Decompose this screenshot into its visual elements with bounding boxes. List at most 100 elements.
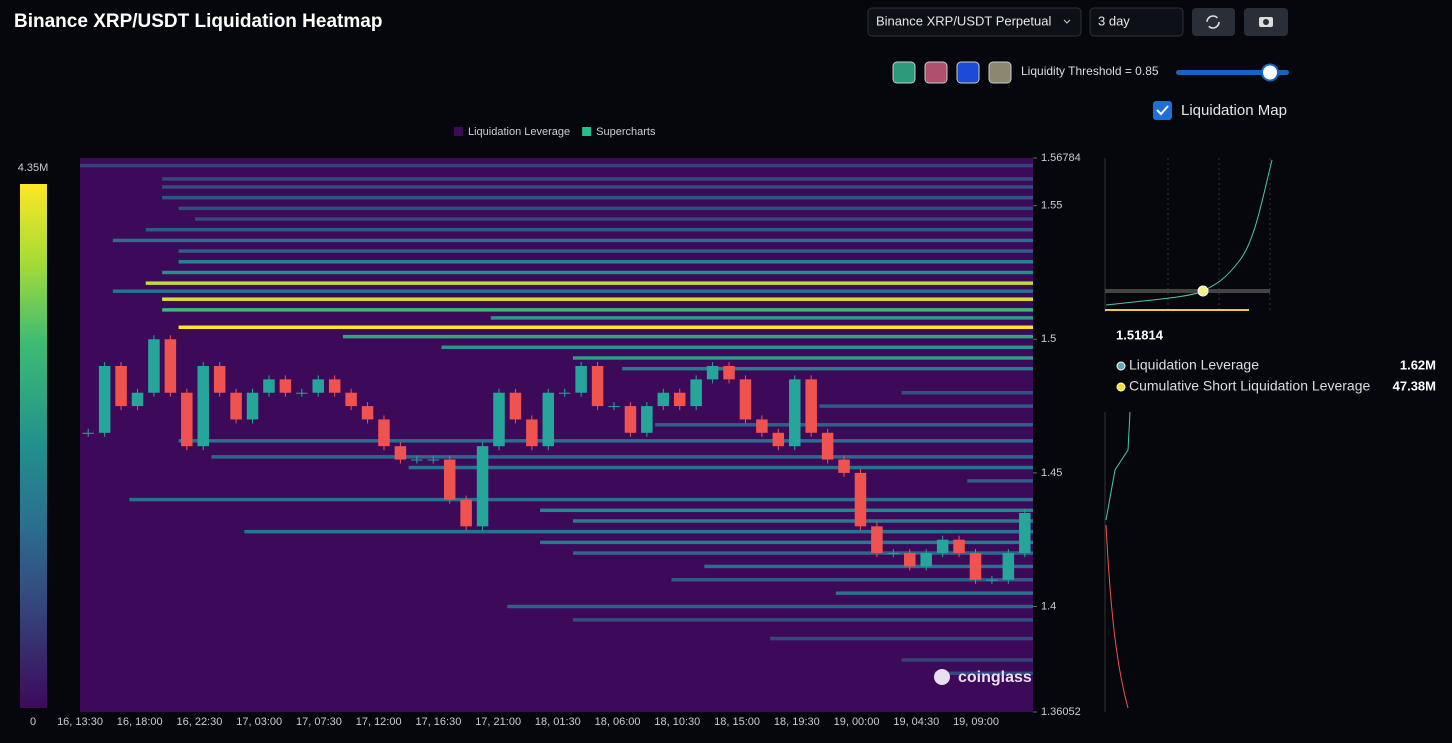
x-tick-label: 16, 13:30 bbox=[57, 716, 103, 728]
candle bbox=[591, 366, 604, 407]
candle bbox=[657, 392, 670, 407]
liquidation-band bbox=[178, 249, 1034, 253]
candle bbox=[230, 392, 242, 420]
cumulative-curve bbox=[1105, 159, 1273, 306]
tooltip-price: 1.51814 bbox=[1116, 327, 1164, 342]
palette-2[interactable] bbox=[924, 61, 948, 84]
candle bbox=[805, 379, 817, 433]
candle bbox=[526, 419, 538, 447]
liquidation-band bbox=[145, 281, 1034, 285]
candle bbox=[558, 392, 571, 394]
tooltip-value: 47.38M bbox=[1393, 378, 1436, 393]
candle bbox=[328, 379, 341, 393]
watermark-logo bbox=[934, 669, 950, 685]
x-tick-label: 18, 15:00 bbox=[714, 716, 760, 728]
candle bbox=[493, 392, 505, 447]
candle bbox=[197, 366, 209, 447]
candle bbox=[427, 459, 440, 461]
candle bbox=[82, 432, 94, 434]
x-tick-label: 17, 16:30 bbox=[415, 716, 461, 728]
liquidation-band bbox=[819, 404, 1033, 408]
x-tick-label: 16, 18:00 bbox=[117, 716, 163, 728]
tooltip-name: Cumulative Short Liquidation Leverage bbox=[1129, 378, 1370, 394]
candle bbox=[690, 379, 702, 407]
candle bbox=[476, 446, 489, 527]
candle bbox=[115, 366, 127, 407]
liquidation-band bbox=[145, 227, 1034, 232]
y-tick-label: 1.56784 bbox=[1041, 152, 1081, 164]
legend-swatch bbox=[582, 127, 592, 136]
legend-label: Supercharts bbox=[596, 126, 656, 138]
candle bbox=[98, 366, 111, 433]
legend-swatch bbox=[454, 127, 463, 136]
refresh-button[interactable] bbox=[1192, 8, 1235, 36]
liquidation-band bbox=[441, 345, 1033, 350]
tooltip-name: Liquidation Leverage bbox=[1129, 357, 1259, 373]
x-tick-label: 19, 09:00 bbox=[953, 716, 999, 728]
liquidation-band bbox=[490, 316, 1033, 320]
liquidation-band bbox=[162, 195, 1034, 200]
liquidation-band bbox=[408, 465, 1033, 470]
palette-3[interactable] bbox=[956, 61, 980, 84]
liquidation-band bbox=[540, 508, 1033, 513]
palette-4[interactable] bbox=[988, 61, 1012, 84]
candle bbox=[969, 553, 982, 580]
x-tick-label: 18, 06:00 bbox=[595, 716, 641, 728]
candle bbox=[854, 472, 867, 527]
pair-label: Binance XRP/USDT Perpetual bbox=[876, 13, 1051, 28]
candle bbox=[263, 379, 275, 393]
candle bbox=[1019, 512, 1031, 554]
candle bbox=[460, 499, 472, 527]
candle bbox=[246, 392, 259, 420]
candle bbox=[213, 366, 226, 393]
candle bbox=[509, 392, 522, 420]
threshold-slider[interactable] bbox=[1176, 70, 1289, 75]
candle bbox=[772, 432, 785, 447]
cumulative-curve bbox=[1105, 411, 1131, 521]
liquidation-band bbox=[178, 206, 1034, 211]
refresh-icon bbox=[1206, 15, 1220, 29]
legend-label: Liquidation Leverage bbox=[468, 126, 570, 138]
color-tick-label: 4.35M bbox=[18, 162, 49, 174]
candle bbox=[345, 392, 357, 407]
liquidation-band bbox=[162, 270, 1034, 275]
page-title: Binance XRP/USDT Liquidation Heatmap bbox=[14, 11, 382, 32]
liquidation-band bbox=[244, 529, 1033, 534]
candle bbox=[723, 366, 735, 380]
candle bbox=[296, 392, 308, 394]
candle bbox=[788, 379, 801, 447]
liquidation-band bbox=[162, 185, 1034, 189]
y-tick-label: 1.5 bbox=[1041, 333, 1056, 345]
candle bbox=[279, 379, 292, 393]
color-bar bbox=[20, 184, 47, 708]
color-tick-label: 0 bbox=[30, 716, 36, 728]
liquidation-band bbox=[162, 177, 1034, 181]
y-tick-label: 1.4 bbox=[1041, 600, 1056, 612]
watermark: coinglass bbox=[958, 669, 1032, 686]
liquidation-band bbox=[572, 551, 1033, 555]
liquidation-band bbox=[655, 423, 1033, 427]
pair-select[interactable] bbox=[867, 7, 1082, 37]
liquidation-band bbox=[211, 455, 1034, 459]
candle bbox=[904, 553, 916, 567]
x-tick-label: 16, 22:30 bbox=[177, 716, 223, 728]
x-tick-label: 19, 00:00 bbox=[834, 716, 880, 728]
candle bbox=[181, 392, 193, 447]
liquidation-band bbox=[112, 238, 1034, 243]
candle bbox=[887, 553, 900, 555]
hover-point bbox=[1197, 285, 1209, 297]
candle bbox=[756, 419, 768, 433]
x-tick-label: 17, 03:00 bbox=[236, 716, 282, 728]
x-tick-label: 18, 01:30 bbox=[535, 716, 581, 728]
y-tick-label: 1.36052 bbox=[1041, 706, 1081, 718]
candle bbox=[131, 392, 144, 407]
slider-thumb[interactable] bbox=[1261, 63, 1279, 82]
palette-1[interactable] bbox=[892, 61, 916, 84]
candle bbox=[641, 406, 653, 433]
map-checkbox[interactable] bbox=[1153, 101, 1172, 120]
candle bbox=[1002, 553, 1015, 580]
y-tick-label: 1.55 bbox=[1041, 200, 1062, 212]
y-tick-label: 1.45 bbox=[1041, 467, 1062, 479]
range-select[interactable] bbox=[1089, 7, 1184, 37]
